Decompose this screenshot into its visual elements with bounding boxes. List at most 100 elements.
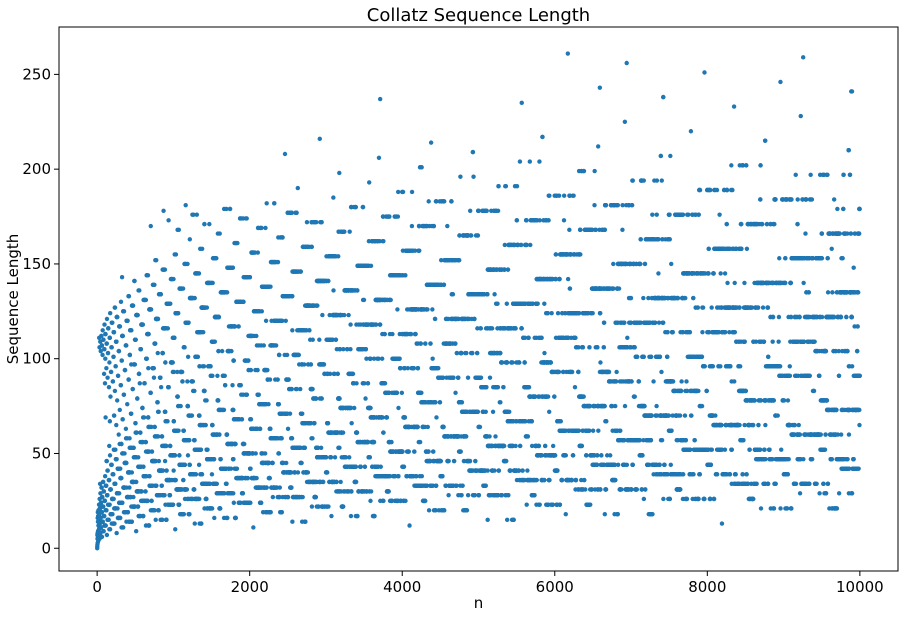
scatter-point [101,529,106,534]
scatter-point [319,220,324,225]
scatter-point [155,400,160,405]
scatter-point [129,519,134,524]
scatter-point [372,513,377,519]
scatter-point [104,316,110,322]
scatter-point [406,449,411,454]
scatter-point [125,318,130,323]
scatter-point [186,320,191,325]
scatter-point [475,409,481,414]
scatter-point [119,358,124,363]
scatter-point [333,337,339,342]
scatter-point [104,341,109,346]
scatter-point [450,292,456,297]
scatter-point [219,348,225,354]
scatter-point [123,426,129,432]
scatter-point [233,441,238,447]
scatter-point [314,220,319,225]
scatter-point [171,276,176,282]
scatter-point [223,383,228,388]
scatter-point [379,356,385,361]
scatter-point [231,358,236,363]
scatter-point [402,415,408,420]
scatter-point [473,458,478,464]
scatter-point [395,307,400,312]
scatter-point [215,398,221,403]
scatter-point [387,214,392,219]
scatter-point [159,434,165,439]
scatter-point [275,259,281,265]
scatter-point [170,502,176,507]
scatter-point [204,496,209,502]
scatter-point [472,492,477,498]
scatter-point [272,201,277,206]
scatter-point [112,305,118,310]
scatter-point [164,443,169,449]
scatter-point [308,362,314,367]
scatter-point [363,347,369,352]
scatter-point [341,312,347,318]
scatter-point [105,468,110,473]
scatter-point [159,483,164,488]
scatter-point [130,386,135,392]
scatter-point [208,364,213,369]
scatter-point [116,348,122,354]
scatter-point [289,386,294,392]
scatter-point [99,333,104,339]
scatter-point [143,489,148,494]
scatter-point [360,204,366,210]
scatter-point [467,458,473,464]
scatter-point [103,415,108,420]
scatter-point [107,502,112,507]
scatter-point [162,267,168,272]
scatter-point [453,390,458,396]
scatter-point [382,331,387,337]
scatter-point [348,322,353,327]
scatter-point [381,498,386,504]
scatter-point [368,263,374,269]
scatter-point [181,477,186,483]
scatter-point [318,445,324,450]
scatter-point [262,451,268,456]
scatter-point [140,405,145,411]
scatter-point [319,396,324,401]
scatter-point [395,189,401,195]
scatter-point [247,275,253,280]
scatter-point [381,430,386,435]
scatter-point [175,394,180,399]
scatter-point [348,513,354,519]
scatter-point [176,502,182,507]
scatter-point [430,307,435,312]
scatter-point [373,322,379,327]
scatter-point [138,430,143,435]
scatter-point [103,523,108,528]
scatter-point [178,403,183,409]
scatter-point [148,390,153,396]
scatter-point [403,498,408,504]
scatter-point [113,364,118,369]
scatter-point [261,343,266,348]
scatter-point [389,439,394,445]
scatter-point [231,407,236,413]
scatter-point [171,369,177,375]
scatter-point [192,388,197,394]
scatter-point [415,365,421,371]
scatter-point [299,460,304,466]
scatter-point [160,468,166,473]
scatter-point [106,384,112,390]
scatter-point [111,354,116,360]
scatter-point [336,254,341,259]
scatter-point [116,432,121,437]
scatter-point [368,405,373,411]
scatter-point [259,225,264,231]
scatter-point [117,515,123,521]
scatter-point [104,458,110,464]
scatter-point [320,479,326,485]
scatter-point [170,360,175,365]
scatter-point [408,331,414,337]
scatter-point [230,265,236,270]
scatter-point [149,424,154,430]
scatter-point [267,475,272,481]
scatter-point [445,223,450,229]
scatter-point [199,246,205,251]
